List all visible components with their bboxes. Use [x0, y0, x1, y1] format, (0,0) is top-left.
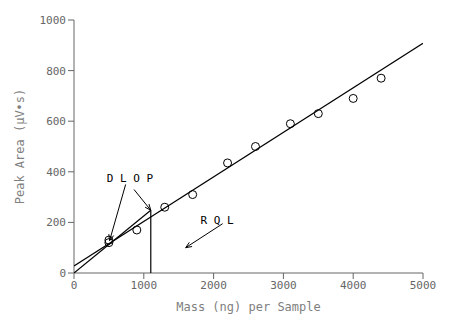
- svg-text:Peak Area (μV•s): Peak Area (μV•s): [13, 89, 27, 205]
- svg-text:Mass (ng) per Sample: Mass (ng) per Sample: [176, 300, 321, 314]
- svg-text:1000: 1000: [131, 279, 158, 292]
- svg-text:2000: 2000: [200, 279, 227, 292]
- svg-text:0: 0: [71, 279, 78, 292]
- svg-text:R Q L: R Q L: [201, 214, 234, 227]
- svg-text:0: 0: [59, 267, 66, 280]
- svg-text:5000: 5000: [410, 279, 437, 292]
- svg-text:1000: 1000: [40, 14, 67, 27]
- svg-text:600: 600: [46, 115, 66, 128]
- svg-text:800: 800: [46, 65, 66, 78]
- svg-text:400: 400: [46, 166, 66, 179]
- svg-text:4000: 4000: [340, 279, 367, 292]
- svg-text:D L O P: D L O P: [107, 172, 154, 185]
- svg-text:3000: 3000: [270, 279, 297, 292]
- svg-text:200: 200: [46, 216, 66, 229]
